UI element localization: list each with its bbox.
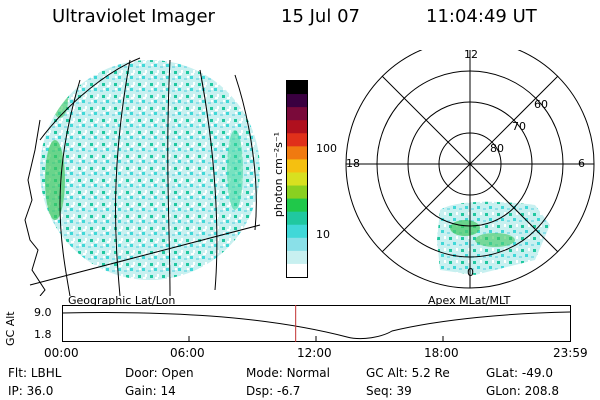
mlt-label-right: 6 [578,157,585,170]
info-gain: Gain: 14 [125,384,176,398]
colorbar-segment [287,133,307,147]
polar-plot [345,50,595,289]
mlt-label-top: 12 [464,48,478,61]
info-glon: GLon: 208.8 [486,384,559,398]
alt-track-ytick-bottom: 1.8 [34,328,52,341]
geographic-image [24,57,261,296]
alt-track-xtick-1: 06:00 [170,346,205,360]
info-glat: GLat: -49.0 [486,366,553,380]
date-label: 15 Jul 07 [281,6,360,27]
coastline [24,119,46,296]
alt-track-xtick-0: 00:00 [44,346,79,360]
alt-track-xtick-4: 23:59 [553,346,588,360]
colorbar-segment [287,107,307,121]
colorbar [286,80,308,278]
colorbar-tick-10: 10 [316,228,330,241]
colorbar-segment [287,250,307,265]
colorbar-segment [287,94,307,108]
lat-label-80: 80 [490,142,504,155]
lat-label-60: 60 [534,98,548,111]
mlt-label-left: 18 [346,157,360,170]
info-gc-alt: GC Alt: 5.2 Re [366,366,450,380]
colorbar-segment [287,146,307,160]
colorbar-segment [287,198,307,213]
colorbar-segment [287,185,307,200]
colorbar-segment [287,224,307,239]
info-seq: Seq: 39 [366,384,412,398]
polar-grid [345,50,595,289]
colorbar-segment [287,237,307,252]
alt-track-line [62,311,571,340]
colorbar-segment [287,172,307,187]
alt-track-xtick-2: 12:00 [297,346,332,360]
left-panel-label: Geographic Lat/Lon [68,294,176,307]
colorbar-tick-100: 100 [316,142,337,155]
alt-track-ytick-top: 9.0 [34,306,52,319]
colorbar-segment [287,120,307,134]
info-flt: Flt: LBHL [8,366,62,380]
time-label: 11:04:49 UT [426,6,537,27]
info-mode: Mode: Normal [246,366,330,380]
info-ip: IP: 36.0 [8,384,54,398]
lat-lon-grid [29,57,261,296]
alt-track-xtick-3: 18:00 [424,346,459,360]
colorbar-unit: photon cm⁻²s⁻¹ [272,131,286,218]
lat-label-70: 70 [512,120,526,133]
info-door: Door: Open [125,366,194,380]
colorbar-segment [287,211,307,226]
alt-track-ylabel: GC Alt [4,311,17,346]
mlt-label-bottom: 0 [467,266,474,279]
colorbar-segment [287,263,307,278]
instrument-title: Ultraviolet Imager [52,6,215,27]
alt-track-plot [62,305,571,342]
right-panel-label: Apex MLat/MLT [428,294,511,307]
colorbar-segment [287,159,307,173]
colorbar-segment [287,81,307,95]
info-dsp: Dsp: -6.7 [246,384,301,398]
